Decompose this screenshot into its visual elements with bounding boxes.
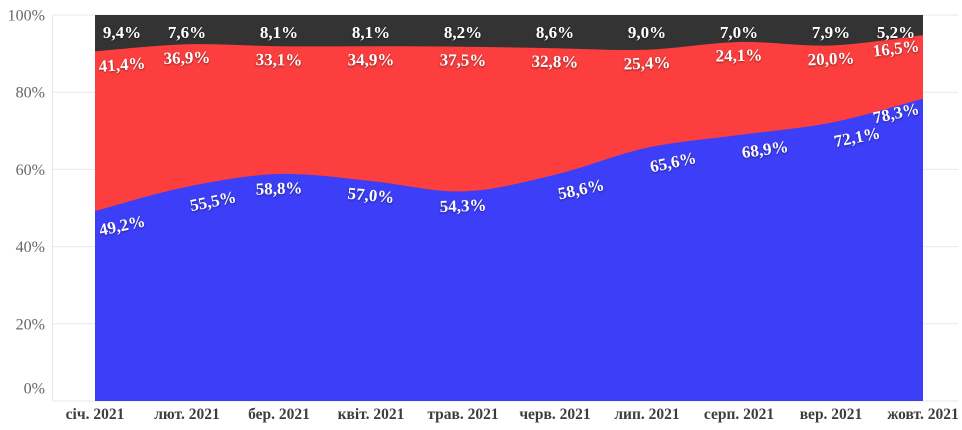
data-label-top-dark: 8,2% [444,23,482,42]
data-label-middle-red: 37,5% [440,50,487,69]
y-axis-tick-label: 40% [16,239,45,256]
x-axis-tick-label: вер. 2021 [800,406,863,423]
y-axis-tick-label: 80% [16,85,45,102]
data-label-bottom-blue: 58,8% [255,178,302,198]
x-axis-tick-label: квіт. 2021 [338,406,405,423]
x-axis-tick-label: бер. 2021 [248,406,310,423]
data-label-top-dark: 7,9% [812,23,850,42]
data-label-bottom-blue: 54,3% [439,196,486,217]
data-label-top-dark: 7,0% [720,23,758,42]
data-label-middle-red: 20,0% [807,49,854,70]
data-label-middle-red: 41,4% [98,54,146,76]
data-label-top-dark: 7,6% [168,23,206,42]
x-axis-tick-label: трав. 2021 [427,406,498,423]
x-axis-tick-label: жовт. 2021 [887,406,958,423]
data-label-top-dark: 9,4% [103,23,141,42]
y-axis-tick-label: 20% [16,316,45,333]
data-label-middle-red: 25,4% [623,53,670,74]
data-label-middle-red: 24,1% [715,45,762,65]
data-label-middle-red: 36,9% [163,48,210,68]
data-label-bottom-blue: 57,0% [347,184,395,207]
y-axis-tick-label: 0% [24,381,45,398]
x-axis-tick-label: лип. 2021 [614,406,679,423]
data-label-middle-red: 34,9% [348,50,395,69]
series-area-bottom-blue[interactable] [95,98,923,402]
data-label-top-dark: 8,1% [260,23,298,42]
data-label-top-dark: 5,2% [877,23,915,42]
x-axis-tick-label: лют. 2021 [154,406,220,423]
y-axis-tick-label: 100% [8,8,45,25]
data-label-middle-red: 32,8% [531,52,578,72]
data-label-top-dark: 8,6% [536,23,574,42]
data-label-top-dark: 8,1% [352,23,390,42]
y-axis-tick-label: 60% [16,162,45,179]
x-axis-tick-label: січ. 2021 [66,406,125,423]
data-label-top-dark: 9,0% [628,23,666,42]
x-axis-tick-label: черв. 2021 [519,406,590,423]
data-label-middle-red: 33,1% [256,50,303,69]
x-axis-tick-label: серп. 2021 [704,406,774,423]
